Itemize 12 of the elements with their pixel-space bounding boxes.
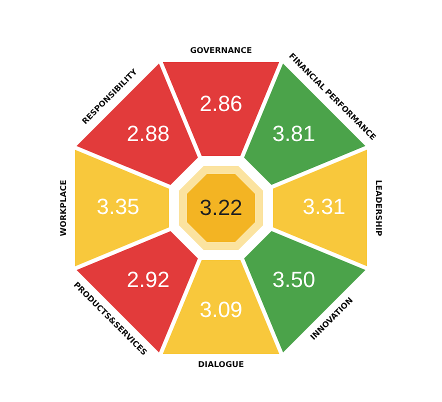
- data-label: 3.31: [302, 194, 346, 220]
- data-label: 3.35: [96, 194, 140, 220]
- category-label: WORKPLACE: [59, 180, 68, 236]
- category-label: LEADERSHIP: [374, 180, 383, 236]
- data-label: 2.86: [200, 91, 242, 116]
- text: 3.22: [200, 195, 242, 220]
- category-label: GOVERNANCE: [190, 46, 252, 56]
- data-label: 2.88: [126, 121, 170, 146]
- data-label: 3.50: [272, 266, 316, 292]
- data-label: 3.09: [200, 297, 242, 322]
- category-label: DIALOGUE: [198, 360, 244, 370]
- data-label: 3.81: [272, 121, 316, 146]
